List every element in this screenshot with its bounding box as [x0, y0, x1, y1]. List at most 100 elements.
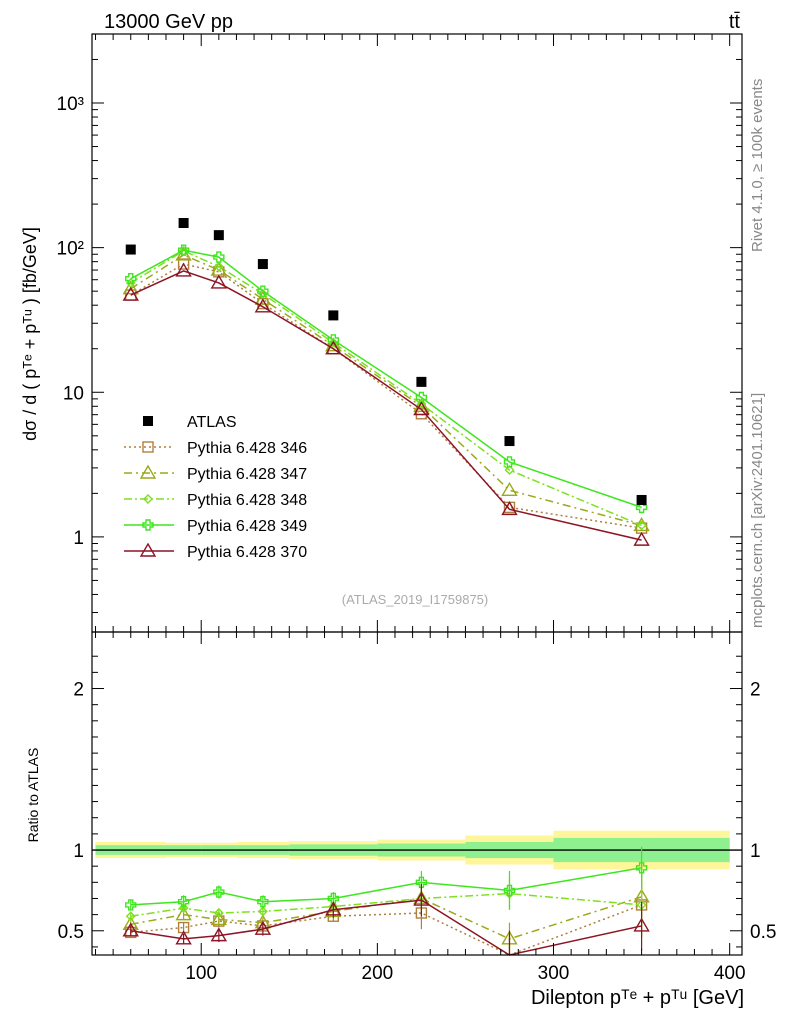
ratio-4-point-0: [122, 922, 139, 937]
series-1-point-1: [175, 246, 192, 261]
y-tick-label-ratio-right-0: 0.5: [750, 922, 776, 943]
ratio-line-2: [130, 892, 642, 917]
x-tick-label-2: 300: [538, 963, 570, 984]
ratio-uncertainty-bands: [92, 830, 742, 870]
ratio-4-point-3: [254, 920, 272, 935]
main-plot: [122, 218, 650, 546]
legend: ATLAS Pythia 6.428 346 Pythia 6.428 347 Pyt…: [124, 414, 307, 561]
rivet-label: Rivet 4.1.0, ≥ 100k events: [749, 79, 766, 252]
axes: 100 200 300 400 1 10 10² 10³ 0.5 0.5 1 1 2 2: [57, 33, 776, 984]
ratio-3-point-3: [257, 896, 269, 908]
series-1-point-0: [122, 280, 139, 295]
ratio-4-point-7: [633, 917, 650, 932]
series-line-0: [130, 263, 642, 529]
legend-item-3: Pythia 6.428 349: [124, 518, 307, 535]
ratio-3-point-2: [213, 886, 225, 898]
series-4-point-0: [122, 286, 139, 301]
series-3-point-5: [415, 391, 428, 404]
y-tick-label-ratio-left-0: 0.5: [58, 922, 84, 943]
ratio-4-point-1: [175, 930, 192, 945]
legend-label-3: Pythia 6.428 349: [187, 518, 307, 535]
legend-marker-1: [139, 464, 157, 479]
header-process: tt̄: [729, 11, 741, 33]
legend-label-4: Pythia 6.428 370: [187, 544, 307, 561]
series-line-1: [130, 254, 642, 527]
series-ratio-4: [122, 883, 650, 956]
legend-label-0: Pythia 6.428 346: [187, 440, 307, 457]
header-energy: 13000 GeV pp: [104, 11, 233, 33]
ratio-line-1: [130, 896, 642, 940]
series-1-point-6: [501, 481, 518, 496]
legend-item-1: Pythia 6.428 347: [124, 464, 307, 483]
series-3-point-7: [635, 501, 648, 514]
atlas-data: [125, 218, 647, 505]
atlas-point-2: [213, 230, 224, 241]
x-axis-title: Dilepton pᵀᵉ + pᵀᵘ [GeV]: [531, 987, 744, 1009]
legend-marker-3: [142, 519, 154, 531]
mcplots-label: mcplots.cern.ch [arXiv:2401.10621]: [749, 393, 766, 628]
series-line-3: [130, 249, 642, 509]
series-4-point-3: [254, 298, 272, 313]
series-2-point-6: [504, 465, 515, 476]
ratio-3-point-7: [635, 862, 648, 874]
ratio-4-point-5: [413, 891, 430, 906]
ratio-3-point-5: [415, 876, 428, 889]
series-2-point-7: [636, 520, 647, 531]
series-line-2: [130, 250, 642, 527]
legend-label-1: Pythia 6.428 347: [187, 466, 307, 483]
ratio-3-point-4: [327, 892, 340, 905]
ratio-2-point-0: [125, 911, 136, 922]
series-3-point-3: [257, 285, 269, 297]
y-tick-label-ratio-left-1: 1: [73, 841, 84, 862]
y-tick-label-ratio-right-2: 2: [750, 680, 761, 701]
series-3-point-0: [125, 272, 137, 285]
atlas-point-5: [416, 376, 427, 387]
ratio-2-point-3: [257, 906, 268, 917]
legend-marker-0: [142, 441, 154, 453]
series-4-point-5: [413, 401, 430, 416]
series-4-point-4: [325, 340, 342, 355]
y-tick-label-ratio-right-1: 1: [750, 841, 761, 862]
atlas-point-0: [125, 244, 136, 255]
atlas-point-7: [636, 494, 647, 505]
legend-item-2: Pythia 6.428 348: [124, 492, 307, 509]
y-tick-label-main-3: 10³: [57, 94, 84, 115]
series-4-point-2: [210, 274, 228, 289]
legend-item-atlas: ATLAS: [143, 414, 237, 431]
series-main-1: [122, 246, 650, 532]
series-0-point-1: [177, 258, 190, 270]
ratio-4-point-2: [210, 927, 228, 942]
series-main-3: [125, 244, 648, 514]
ratio-line-4: [130, 899, 642, 956]
x-tick-label-1: 200: [362, 963, 394, 984]
atlas-point-4: [328, 310, 339, 321]
legend-atlas-marker: [143, 416, 153, 426]
y-tick-label-main-0: 1: [73, 528, 84, 549]
y-tick-label-ratio-left-2: 2: [73, 680, 84, 701]
atlas-point-6: [504, 436, 515, 447]
ratio-3-point-1: [177, 896, 190, 908]
y-tick-label-main-2: 10²: [57, 239, 84, 260]
series-3-point-1: [177, 244, 190, 256]
ratio-3-point-0: [125, 899, 137, 911]
ratio-plot: [122, 846, 650, 956]
legend-marker-2: [143, 494, 153, 504]
ratio-3-point-6: [503, 884, 516, 897]
ratio-y-axis-title: Ratio to ATLAS: [25, 748, 41, 843]
y-tick-label-main-1: 10: [63, 383, 84, 404]
x-tick-label-0: 100: [185, 963, 217, 984]
main-frame: [91, 33, 743, 633]
legend-marker-4: [139, 542, 157, 557]
legend-item-0: Pythia 6.428 346: [124, 440, 307, 457]
analysis-label: (ATLAS_2019_I1759875): [342, 592, 488, 607]
series-4-point-7: [633, 531, 650, 546]
x-tick-label-3: 400: [714, 963, 746, 984]
atlas-point-3: [257, 259, 268, 270]
series-3-point-2: [213, 251, 225, 263]
legend-atlas-label: ATLAS: [187, 414, 237, 431]
series-main-4: [122, 262, 650, 546]
ratio-4-point-4: [325, 901, 342, 916]
atlas-point-1: [178, 218, 189, 229]
ratio-line-3: [130, 867, 642, 906]
ratio-frame: [91, 631, 743, 956]
